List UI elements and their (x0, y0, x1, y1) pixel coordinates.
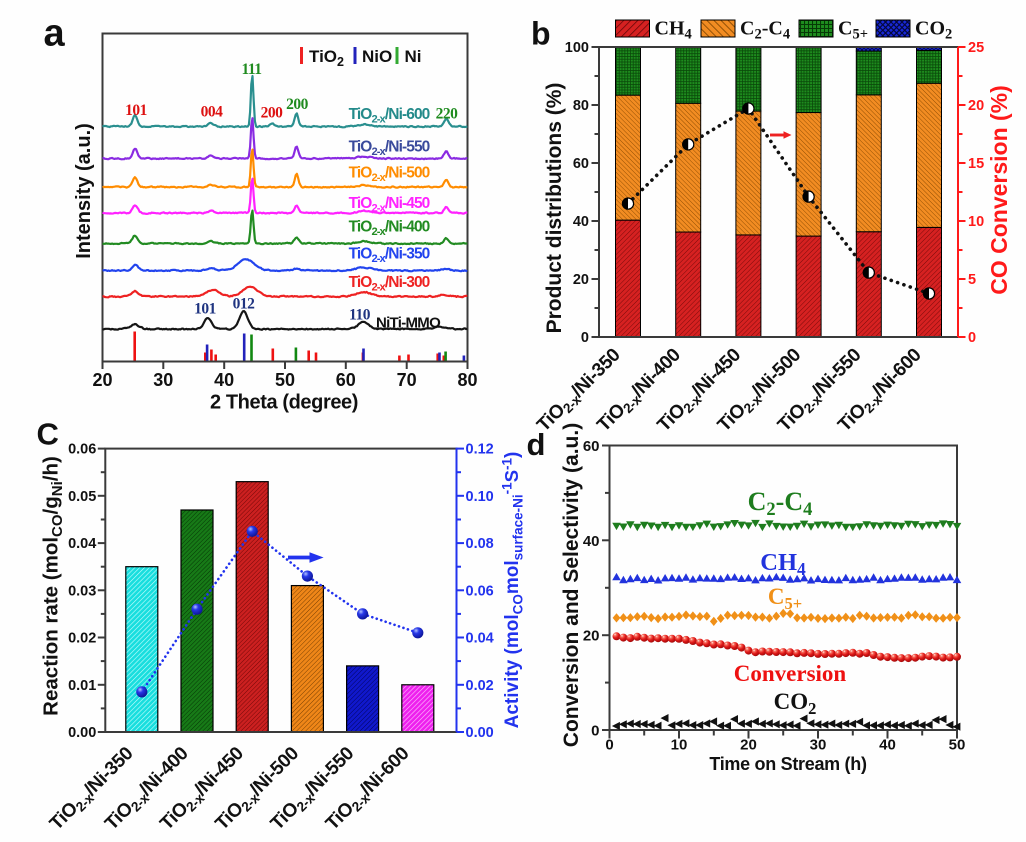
svg-text:CO Conversion (%): CO Conversion (%) (986, 85, 1012, 295)
svg-text:Conversion and Selectivity (a.: Conversion and Selectivity (a.u.) (560, 423, 583, 747)
svg-text:60: 60 (336, 370, 356, 390)
svg-text:50: 50 (949, 737, 966, 754)
svg-text:TiO2-x/Ni-500: TiO2-x/Ni-500 (349, 165, 430, 184)
svg-text:5: 5 (968, 272, 976, 288)
svg-text:101: 101 (125, 102, 147, 119)
svg-text:C2-C4: C2-C4 (748, 487, 813, 520)
svg-text:0: 0 (968, 330, 976, 346)
svg-text:0: 0 (591, 723, 599, 740)
svg-text:d: d (527, 427, 546, 462)
svg-text:20: 20 (573, 272, 589, 288)
svg-text:Product distributions (%): Product distributions (%) (543, 83, 566, 334)
svg-text:Ni: Ni (405, 47, 422, 66)
svg-text:004: 004 (201, 104, 224, 121)
svg-text:C2-C4: C2-C4 (740, 18, 790, 43)
svg-text:0.00: 0.00 (68, 725, 96, 741)
svg-text:0.04: 0.04 (466, 631, 494, 647)
svg-text:NiO: NiO (362, 47, 392, 66)
svg-text:200: 200 (261, 105, 284, 122)
svg-text:C: C (37, 417, 59, 452)
svg-text:TiO2-x/Ni-550: TiO2-x/Ni-550 (349, 139, 430, 158)
svg-text:0.12: 0.12 (466, 442, 494, 458)
svg-text:0.04: 0.04 (68, 536, 96, 552)
svg-text:30: 30 (810, 737, 827, 754)
svg-text:15: 15 (968, 156, 984, 172)
svg-text:0.00: 0.00 (466, 725, 494, 741)
svg-text:10: 10 (671, 737, 688, 754)
svg-text:60: 60 (583, 438, 600, 455)
svg-text:40: 40 (214, 370, 234, 390)
svg-text:TiO2: TiO2 (309, 47, 344, 69)
svg-text:0.08: 0.08 (466, 536, 494, 552)
svg-text:NiTi-MMO: NiTi-MMO (376, 315, 441, 332)
svg-text:0.01: 0.01 (68, 678, 96, 694)
svg-text:111: 111 (241, 61, 261, 78)
svg-text:b: b (531, 16, 551, 52)
svg-text:0.05: 0.05 (68, 489, 96, 505)
svg-text:0.02: 0.02 (68, 631, 96, 647)
svg-text:20: 20 (740, 737, 757, 754)
svg-text:CH4: CH4 (655, 18, 692, 43)
svg-text:012: 012 (233, 296, 256, 313)
svg-text:TiO2-x/Ni-400: TiO2-x/Ni-400 (349, 219, 430, 238)
svg-text:Intensity (a.u.): Intensity (a.u.) (73, 123, 95, 259)
svg-text:20: 20 (92, 370, 112, 390)
svg-text:101: 101 (194, 301, 216, 318)
svg-text:30: 30 (153, 370, 173, 390)
svg-text:50: 50 (275, 370, 295, 390)
svg-text:0: 0 (605, 737, 613, 754)
svg-text:70: 70 (397, 370, 417, 390)
svg-text:0.10: 0.10 (466, 489, 494, 505)
svg-text:10: 10 (968, 214, 984, 230)
svg-text:20: 20 (968, 98, 984, 114)
svg-text:0: 0 (581, 330, 589, 346)
svg-text:TiO2-x/Ni-300: TiO2-x/Ni-300 (349, 274, 430, 293)
svg-text:100: 100 (565, 40, 589, 56)
svg-text:0.06: 0.06 (466, 583, 494, 599)
svg-text:40: 40 (583, 533, 600, 550)
svg-text:220: 220 (436, 106, 459, 123)
svg-text:0.06: 0.06 (68, 442, 96, 458)
svg-text:Reaction rate (molCO/gNi/h): Reaction rate (molCO/gNi/h) (40, 456, 67, 716)
svg-text:20: 20 (583, 628, 600, 645)
svg-text:Conversion: Conversion (734, 661, 847, 686)
svg-text:25: 25 (968, 40, 984, 56)
svg-text:a: a (44, 13, 66, 55)
svg-text:0.03: 0.03 (68, 583, 96, 599)
svg-text:0.02: 0.02 (466, 678, 494, 694)
svg-text:TiO2-x/Ni-450: TiO2-x/Ni-450 (349, 195, 430, 214)
svg-text:TiO2-x/Ni-350: TiO2-x/Ni-350 (349, 246, 430, 265)
svg-text:80: 80 (573, 98, 589, 114)
svg-text:40: 40 (879, 737, 896, 754)
svg-text:60: 60 (573, 156, 589, 172)
svg-text:80: 80 (457, 370, 477, 390)
svg-text:200: 200 (286, 96, 309, 113)
svg-text:110: 110 (349, 307, 371, 324)
svg-text:Time on Stream (h): Time on Stream (h) (709, 754, 867, 774)
svg-text:40: 40 (573, 214, 589, 230)
svg-text:TiO2-x/Ni-600: TiO2-x/Ni-600 (349, 106, 430, 125)
svg-text:2 Theta (degree): 2 Theta (degree) (210, 392, 358, 414)
